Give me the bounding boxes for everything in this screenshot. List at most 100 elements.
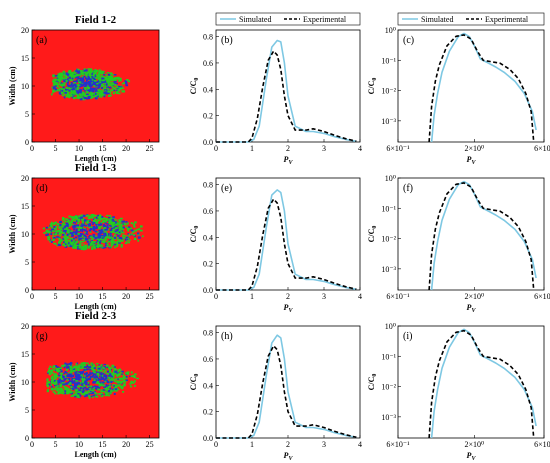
- plume-cell: [80, 363, 83, 366]
- plume-cell: [69, 73, 73, 76]
- plume-cell: [118, 226, 121, 229]
- plume-cell: [94, 379, 96, 381]
- plume-cell: [62, 365, 65, 368]
- plume-cell: [107, 90, 111, 94]
- plume-cell: [92, 85, 96, 87]
- plume-cell: [106, 236, 110, 239]
- plume-cell: [108, 75, 112, 78]
- plume-cell: [90, 93, 93, 96]
- panel-label: (b): [221, 35, 233, 46]
- legend-box: [215, 12, 361, 26]
- plume-cell: [86, 374, 89, 377]
- plume-cell: [69, 371, 73, 374]
- plume-cell: [52, 74, 55, 77]
- plume-cell: [113, 231, 117, 234]
- plume-cell: [96, 238, 100, 240]
- plume-cell: [76, 378, 80, 381]
- plume-cell: [81, 73, 85, 76]
- plume-cell: [127, 233, 130, 235]
- plume-cell: [115, 241, 117, 243]
- plume-cell: [51, 379, 54, 382]
- plume-cell: [96, 94, 99, 96]
- plume-cell: [103, 91, 106, 94]
- y-tick-label: 0.6: [203, 207, 213, 216]
- plume-cell: [63, 364, 66, 367]
- plume-cell: [56, 230, 59, 233]
- plume-cell: [78, 215, 81, 218]
- plume-cell: [71, 379, 74, 382]
- plume-cell: [92, 226, 95, 229]
- x-tick-label: 3: [322, 292, 326, 301]
- plume-cell: [70, 82, 73, 85]
- plume-cell: [65, 371, 68, 374]
- plume-cell: [93, 74, 97, 77]
- plume-cell: [71, 219, 74, 222]
- plume-cell: [101, 90, 105, 92]
- plume-cell: [106, 80, 110, 83]
- plume-cell: [102, 219, 105, 223]
- plume-cell: [78, 84, 82, 87]
- y-axis-label: C/C0: [189, 78, 200, 95]
- plume-cell: [91, 78, 94, 81]
- plume-cell: [74, 246, 78, 249]
- plume-cell: [65, 96, 69, 98]
- plume-cell: [108, 78, 111, 81]
- plume-cell: [121, 82, 125, 85]
- plume-cell: [111, 224, 115, 226]
- plume-cell: [84, 366, 88, 368]
- plume-cell: [53, 380, 56, 382]
- plume-cell: [61, 94, 65, 97]
- plume-cell: [105, 77, 108, 80]
- plume-cell: [86, 378, 89, 381]
- plume-cell: [102, 240, 105, 243]
- x-tick-label: 0: [30, 144, 34, 153]
- plume-cell: [63, 223, 66, 226]
- plume-cell: [102, 240, 106, 243]
- plume-cell: [93, 391, 96, 394]
- plume-cell: [51, 375, 54, 378]
- plume-cell: [88, 93, 92, 96]
- plume-cell: [75, 392, 78, 395]
- plume-cell: [80, 84, 83, 87]
- plume-cell: [101, 81, 104, 84]
- plume-cell: [103, 225, 106, 228]
- plume-cell: [64, 386, 67, 389]
- plume-cell: [75, 375, 78, 378]
- plume-cell: [112, 240, 115, 243]
- plume-cell: [59, 240, 62, 243]
- plume-cell: [52, 89, 55, 92]
- plume-cell: [104, 91, 108, 94]
- plume-cell: [82, 240, 85, 242]
- plume-cell: [104, 221, 107, 224]
- plume-cell: [87, 222, 90, 224]
- plume-cell: [112, 81, 116, 84]
- plume-cell: [62, 82, 66, 85]
- plume-cell: [93, 367, 96, 369]
- plume-cell: [91, 368, 94, 371]
- plume-cell: [47, 384, 50, 387]
- plume-cell: [95, 70, 99, 73]
- plume-cell: [54, 242, 57, 245]
- plume-cell: [126, 235, 128, 238]
- plume-cell: [72, 391, 75, 393]
- panel-label: (f): [403, 183, 413, 194]
- plume-cell: [112, 74, 115, 76]
- plume-cell: [95, 82, 99, 85]
- plume-cell: [109, 390, 112, 393]
- plume-cell: [93, 371, 96, 374]
- plume-cell: [80, 247, 83, 250]
- plume-cell: [79, 367, 83, 370]
- plume-cell: [86, 81, 89, 84]
- plume-cell: [68, 239, 72, 242]
- plume-cell: [132, 382, 135, 384]
- plume-cell: [89, 368, 92, 371]
- plume-cell: [71, 378, 75, 381]
- plume-cell: [114, 82, 117, 85]
- plume-cell: [70, 79, 73, 82]
- plume-cell: [130, 380, 134, 383]
- plume-cell: [63, 379, 66, 382]
- plume-cell: [66, 91, 69, 94]
- plume-cell: [80, 374, 83, 377]
- y-tick-label: 10: [21, 230, 29, 239]
- plume-cell: [88, 68, 91, 71]
